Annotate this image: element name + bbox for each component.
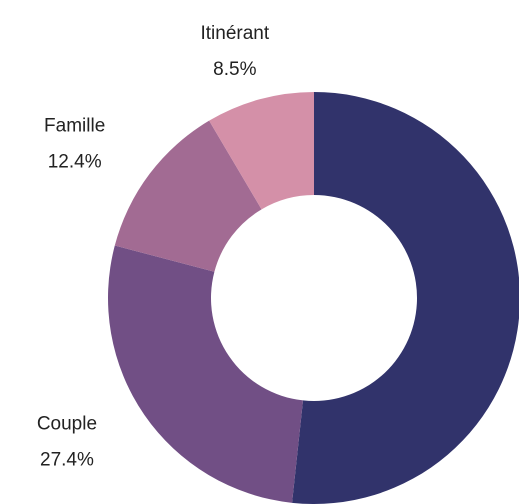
donut-slice — [209, 92, 314, 210]
donut-slice — [292, 92, 519, 504]
slice-value-label: 12.4% — [48, 151, 102, 172]
donut-slice — [114, 120, 262, 272]
donut-slice — [107, 245, 304, 503]
slice-value-label: 27.4% — [40, 450, 94, 471]
slice-label: Itinérant — [201, 23, 270, 44]
slice-label: Couple — [37, 414, 97, 435]
slice-label: Famille — [44, 115, 105, 136]
slice-value-label: 8.5% — [213, 59, 256, 80]
